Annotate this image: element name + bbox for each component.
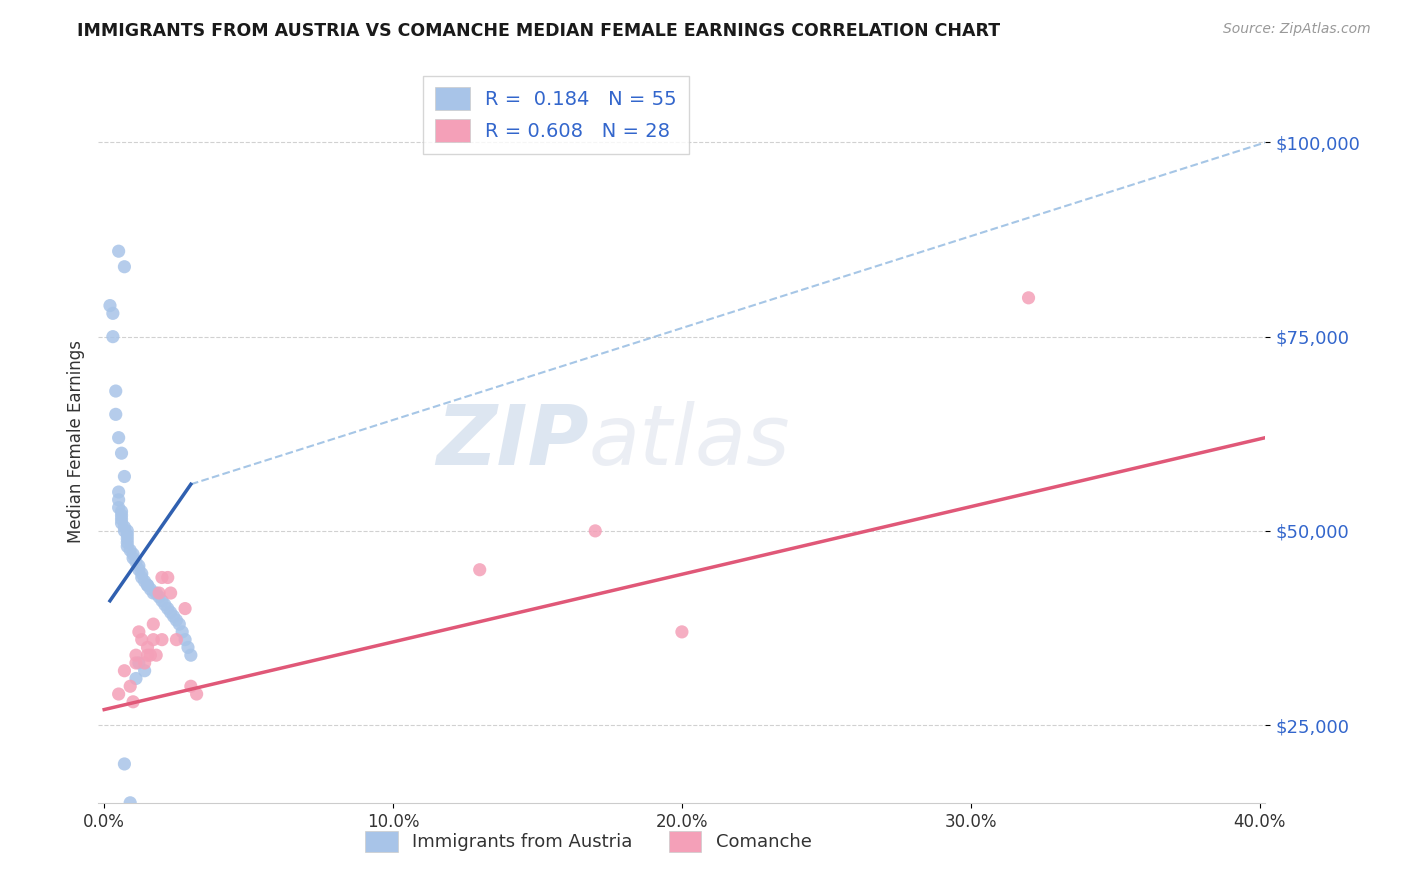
Point: [159, 586, 181, 600]
Point: [125, 656, 148, 670]
Point: [110, 512, 132, 526]
Text: ZIP: ZIP: [436, 401, 589, 482]
Point: [131, 632, 153, 647]
Point: [148, 590, 170, 604]
Point: [112, 469, 135, 483]
Point: [136, 578, 159, 592]
Point: [150, 594, 173, 608]
Point: [139, 648, 162, 663]
Point: [162, 609, 184, 624]
Point: [107, 492, 129, 507]
Point: [142, 617, 165, 632]
Point: [112, 664, 135, 678]
Point: [117, 540, 139, 554]
Point: [671, 624, 693, 639]
Point: [150, 632, 173, 647]
Point: [150, 570, 173, 584]
Point: [112, 756, 135, 771]
Point: [172, 624, 194, 639]
Point: [107, 431, 129, 445]
Point: [177, 640, 200, 655]
Point: [104, 384, 127, 398]
Point: [117, 528, 139, 542]
Point: [128, 558, 150, 573]
Point: [180, 679, 202, 693]
Point: [107, 687, 129, 701]
Point: [122, 551, 145, 566]
Point: [101, 329, 124, 343]
Point: [110, 516, 132, 530]
Point: [169, 617, 191, 632]
Point: [120, 543, 142, 558]
Point: [468, 563, 491, 577]
Point: [125, 672, 148, 686]
Text: IMMIGRANTS FROM AUSTRIA VS COMANCHE MEDIAN FEMALE EARNINGS CORRELATION CHART: IMMIGRANTS FROM AUSTRIA VS COMANCHE MEDI…: [77, 22, 1001, 40]
Point: [122, 547, 145, 561]
Point: [159, 606, 181, 620]
Point: [165, 613, 187, 627]
Point: [134, 656, 156, 670]
Point: [145, 586, 167, 600]
Legend: Immigrants from Austria, Comanche: Immigrants from Austria, Comanche: [359, 823, 818, 859]
Point: [117, 535, 139, 549]
Point: [98, 299, 121, 313]
Point: [120, 679, 142, 693]
Point: [112, 524, 135, 538]
Point: [174, 601, 197, 615]
Point: [128, 624, 150, 639]
Point: [120, 796, 142, 810]
Point: [128, 656, 150, 670]
Point: [125, 648, 148, 663]
Point: [180, 648, 202, 663]
Point: [104, 408, 127, 422]
Point: [148, 586, 170, 600]
Point: [136, 578, 159, 592]
Point: [122, 695, 145, 709]
Point: [131, 566, 153, 581]
Point: [134, 664, 156, 678]
Point: [186, 687, 208, 701]
Point: [131, 570, 153, 584]
Point: [136, 648, 159, 663]
Point: [112, 260, 135, 274]
Point: [110, 504, 132, 518]
Y-axis label: Median Female Earnings: Median Female Earnings: [66, 340, 84, 543]
Point: [156, 601, 179, 615]
Point: [112, 520, 135, 534]
Point: [101, 306, 124, 320]
Point: [142, 632, 165, 647]
Point: [1018, 291, 1040, 305]
Point: [125, 555, 148, 569]
Point: [110, 446, 132, 460]
Point: [107, 244, 129, 259]
Point: [174, 632, 197, 647]
Point: [136, 640, 159, 655]
Point: [128, 563, 150, 577]
Point: [107, 485, 129, 500]
Text: atlas: atlas: [589, 401, 790, 482]
Point: [110, 508, 132, 523]
Point: [107, 500, 129, 515]
Point: [117, 524, 139, 538]
Point: [134, 574, 156, 589]
Point: [153, 598, 176, 612]
Point: [145, 648, 167, 663]
Point: [139, 582, 162, 596]
Point: [117, 532, 139, 546]
Point: [165, 632, 187, 647]
Point: [142, 586, 165, 600]
Point: [156, 570, 179, 584]
Point: [583, 524, 606, 538]
Text: Source: ZipAtlas.com: Source: ZipAtlas.com: [1223, 22, 1371, 37]
